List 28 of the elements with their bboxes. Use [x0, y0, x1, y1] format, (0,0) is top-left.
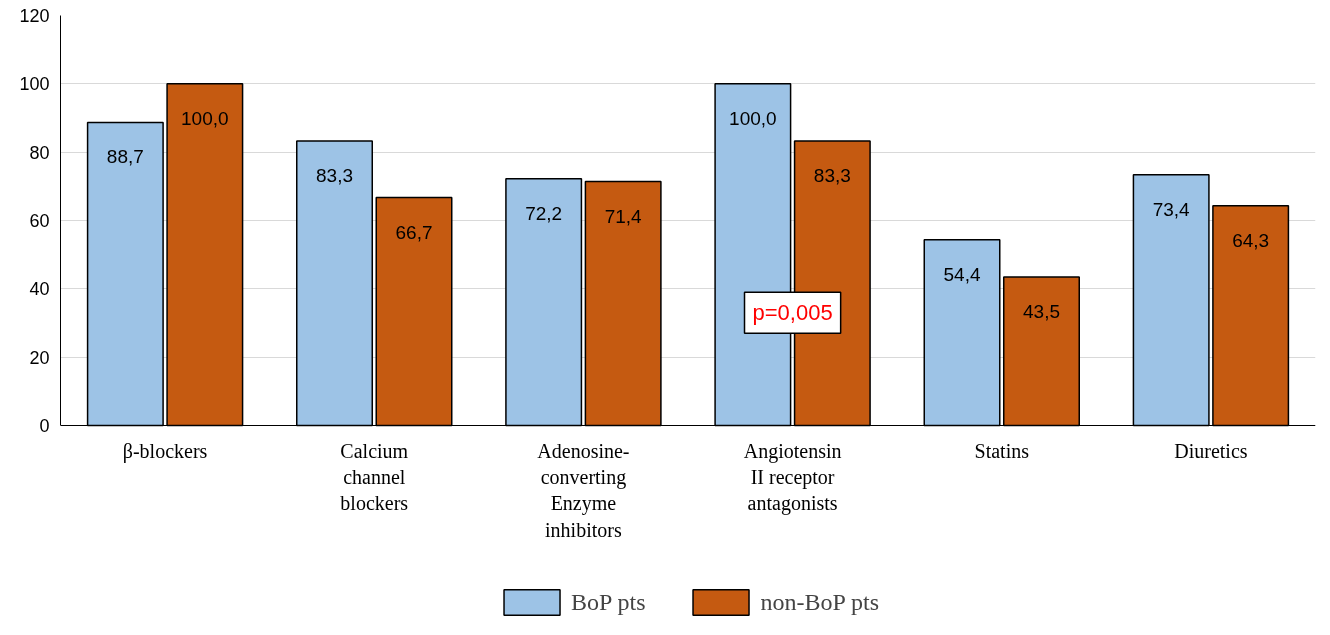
annotation: p=0,005: [752, 300, 833, 326]
y-tick-label: 20: [29, 347, 50, 368]
y-tick-label: 80: [29, 142, 50, 163]
legend-label: BoP pts: [571, 588, 646, 616]
x-tick-label: Angiotensin II receptor antagonists: [743, 439, 842, 516]
data-label: 72,2: [525, 202, 563, 224]
data-label: 100,0: [729, 107, 777, 129]
data-label: 66,7: [395, 221, 433, 243]
x-tick-label: β-blockers: [122, 439, 208, 463]
data-label: 43,5: [1023, 300, 1060, 322]
data-label: 88,7: [106, 146, 144, 168]
data-label: 54,4: [943, 263, 981, 285]
data-label: 83,3: [813, 164, 851, 186]
x-tick-label: Calcium channel blockers: [340, 439, 409, 515]
y-tick-label: 60: [29, 211, 50, 231]
y-tick-label: 120: [19, 6, 50, 26]
x-tick-label: Adenosine- converting Enzyme inhibitors: [537, 439, 630, 541]
y-tick-label: 0: [39, 416, 50, 436]
y-tick-label: 100: [19, 74, 50, 95]
data-label: 71,4: [604, 205, 643, 227]
legend-label: non-BoP pts: [760, 588, 879, 616]
y-tick-label: 40: [29, 279, 50, 300]
data-label: 73,4: [1152, 198, 1191, 220]
data-label: 83,3: [316, 164, 353, 186]
x-tick-label: Diuretics: [1174, 439, 1248, 462]
data-label: 100,0: [181, 107, 229, 129]
x-tick-label: Statins: [974, 439, 1030, 462]
data-label: 64,3: [1232, 229, 1270, 251]
